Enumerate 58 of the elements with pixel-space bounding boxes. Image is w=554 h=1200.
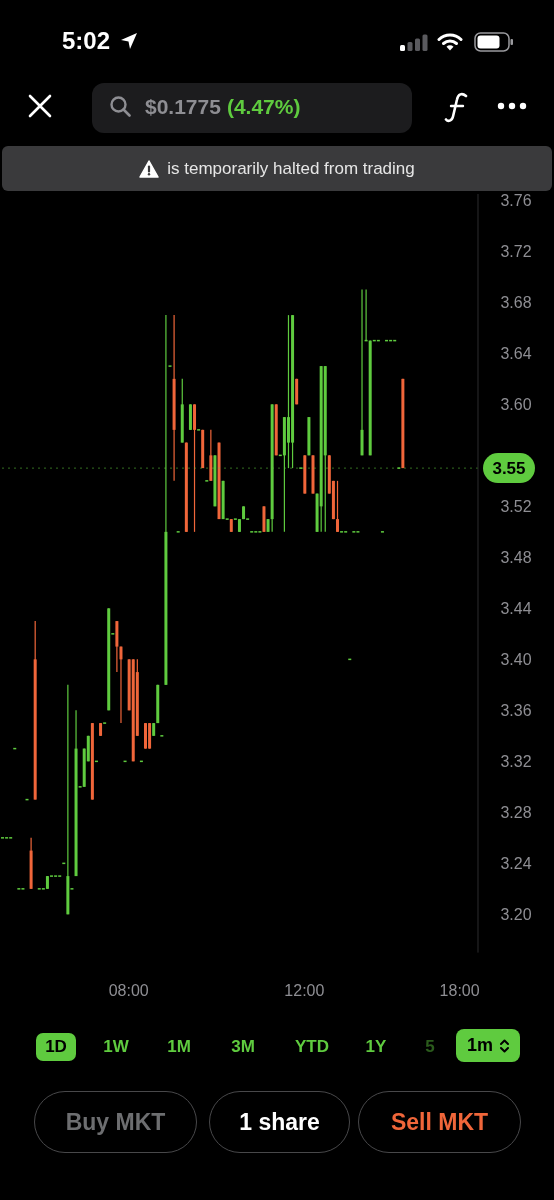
- candlestick: [397, 466, 401, 469]
- candlestick: [197, 428, 201, 431]
- chart-subtitle: (4.47%): [226, 95, 301, 118]
- candlestick: [286, 314, 290, 469]
- x-tick-label: 18:00: [439, 981, 480, 999]
- y-tick-label: 3.52: [500, 497, 532, 515]
- candlestick: [258, 530, 262, 533]
- y-tick-label: 3.76: [500, 191, 532, 209]
- candlestick: [160, 734, 164, 737]
- y-tick-label: 3.36: [500, 701, 532, 719]
- text: 5:02: [62, 27, 111, 55]
- notice-banner: is temporarily halted from trading: [2, 146, 552, 191]
- ref-line-label: 3.55: [492, 458, 526, 478]
- y-tick-label: 3.48: [500, 548, 532, 566]
- candlestick: [9, 836, 13, 839]
- y-tick-label: 3.20: [500, 905, 532, 923]
- chart-title: $0.1775: [145, 95, 221, 118]
- candlestick: [250, 530, 254, 533]
- candlestick: [380, 530, 384, 533]
- text: 3M: [231, 1036, 255, 1057]
- candlestick: [103, 721, 107, 724]
- candlestick: [17, 887, 21, 890]
- text: 5: [425, 1036, 435, 1057]
- candlestick: [340, 530, 344, 533]
- y-tick-label: 3.64: [500, 344, 532, 362]
- y-tick-label: 3.72: [500, 242, 532, 260]
- candlestick: [119, 645, 123, 724]
- y-tick-label: 3.44: [500, 599, 532, 617]
- candlestick: [176, 530, 180, 533]
- candlestick: [356, 530, 360, 533]
- candlestick: [37, 887, 41, 890]
- candlestick: [254, 530, 258, 533]
- candlestick: [352, 530, 356, 533]
- candlestick: [54, 874, 58, 877]
- dropdown-button: 1m: [456, 1029, 520, 1062]
- x-tick-label: 12:00: [284, 981, 325, 999]
- y-tick-label: 3.24: [500, 854, 532, 872]
- selected-tab: 1D: [36, 1032, 76, 1061]
- x-tick-label: 08:00: [108, 981, 149, 999]
- candlestick: [58, 874, 62, 877]
- y-tick-label: 3.60: [500, 395, 532, 413]
- candlestick: [193, 403, 197, 533]
- candlestick: [299, 466, 303, 469]
- candlestick: [344, 530, 348, 533]
- candlestick: [205, 479, 209, 482]
- candlestick: [1, 836, 4, 839]
- y-tick-label: 3.32: [500, 752, 532, 770]
- candlestick: [336, 479, 340, 533]
- y-tick-label: 3.68: [500, 293, 532, 311]
- text: 1Y: [365, 1036, 387, 1057]
- text: 1W: [103, 1036, 129, 1057]
- text: 1M: [167, 1036, 191, 1057]
- text: YTD: [295, 1036, 329, 1057]
- candlestick: [168, 364, 172, 367]
- candlestick: [21, 887, 25, 890]
- y-tick-label: 3.28: [500, 803, 532, 821]
- y-tick-label: 3.40: [500, 650, 532, 668]
- candlestick: [5, 836, 9, 839]
